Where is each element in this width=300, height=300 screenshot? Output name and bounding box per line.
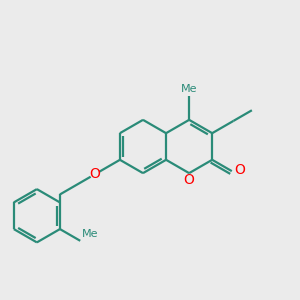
Text: O: O (184, 173, 195, 187)
Text: Me: Me (82, 230, 98, 239)
Text: Me: Me (181, 84, 197, 94)
Text: O: O (234, 164, 245, 177)
Text: O: O (89, 167, 100, 181)
